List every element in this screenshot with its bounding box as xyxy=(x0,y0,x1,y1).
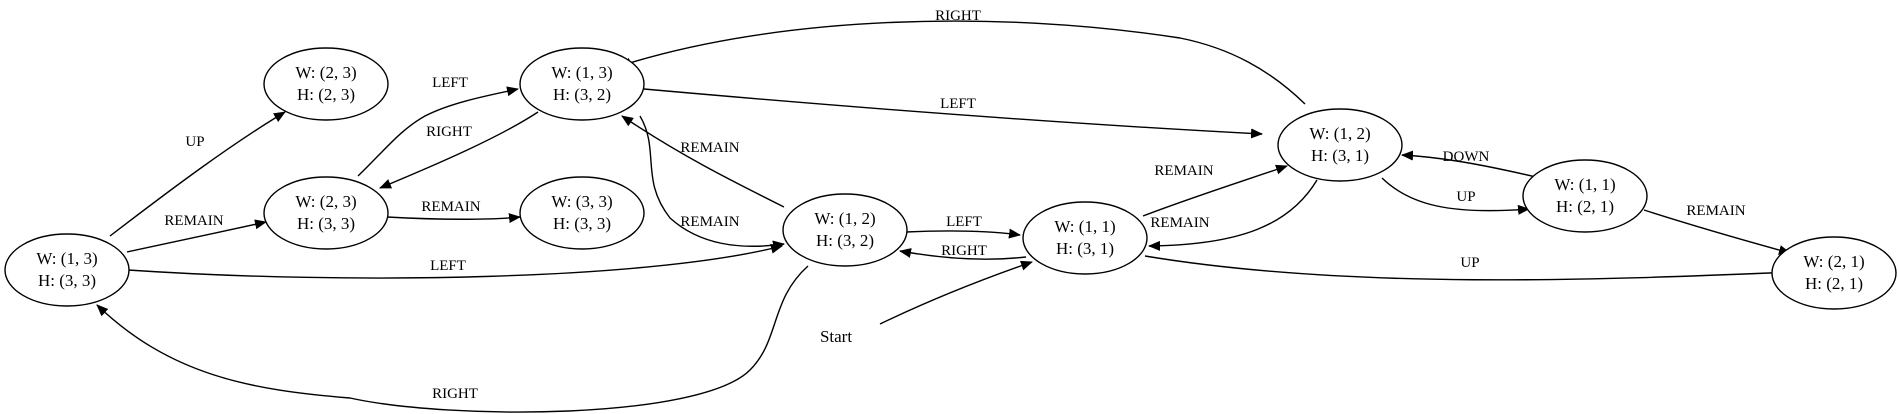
edge-label: LEFT xyxy=(430,258,466,274)
edge-w11h21-to-w21h21-remain: REMAIN xyxy=(1643,203,1791,255)
node-w33-h33[interactable]: W: (3, 3) H: (3, 3) xyxy=(519,176,645,250)
edge-w23h33-to-w33h33-remain: REMAIN xyxy=(386,199,521,224)
edge-w23h33-to-w13h32-left: LEFT xyxy=(357,75,519,177)
node-label-line-2: H: (3, 1) xyxy=(1056,239,1114,258)
edge-label: REMAIN xyxy=(680,140,739,156)
edge-w13h33-to-w23h23-up: UP xyxy=(109,111,286,237)
edge-w13h33-to-w23h33-remain: REMAIN xyxy=(126,213,267,253)
node-label-line-1: W: (1, 2) xyxy=(1309,124,1370,143)
edge-w13h33-to-w12h32-left: LEFT xyxy=(127,243,783,279)
node-label-line-2: H: (3, 3) xyxy=(297,214,355,233)
edge-w12h32-to-w11h31-left: LEFT xyxy=(905,214,1021,239)
edge-w13h32-to-w23h33-right: RIGHT xyxy=(379,111,539,189)
edge-w12h31-to-w13h32-right: RIGHT xyxy=(619,8,1306,105)
node-w11-h21[interactable]: W: (1, 1) H: (2, 1) xyxy=(1522,159,1648,233)
edge-label: REMAIN xyxy=(1154,163,1213,179)
node-label-line-1: W: (1, 3) xyxy=(36,249,97,268)
node-label-line-1: W: (1, 2) xyxy=(814,209,875,228)
edge-label: RIGHT xyxy=(941,243,987,259)
edge-label: UP xyxy=(1460,255,1479,271)
edge-label: LEFT xyxy=(432,75,468,91)
node-label-line-1: W: (1, 3) xyxy=(551,63,612,82)
node-w21-h21[interactable]: W: (2, 1) H: (2, 1) xyxy=(1771,236,1897,310)
edge-label: UP xyxy=(185,134,204,150)
node-label-line-1: W: (2, 1) xyxy=(1803,252,1864,271)
edge-label: REMAIN xyxy=(421,199,480,215)
node-w12-h32[interactable]: W: (1, 2) H: (3, 2) xyxy=(782,193,908,267)
node-label-line-2: H: (3, 3) xyxy=(553,214,611,233)
node-w11-h31[interactable]: W: (1, 1) H: (3, 1) xyxy=(1022,201,1148,275)
node-label-line-2: H: (3, 2) xyxy=(816,231,874,250)
node-w23-h33[interactable]: W: (2, 3) H: (3, 3) xyxy=(263,176,389,250)
nodes: W: (1, 3) H: (3, 3) W: (2, 3) H: (2, 3) … xyxy=(4,47,1897,310)
edge-w11h21-to-w12h31-down: DOWN xyxy=(1401,149,1537,178)
node-label-line-2: H: (3, 3) xyxy=(38,271,96,290)
edge-label: REMAIN xyxy=(680,214,739,230)
node-w13-h33[interactable]: W: (1, 3) H: (3, 3) xyxy=(4,233,130,307)
edge-w12h32-to-w13h33-right: RIGHT xyxy=(96,265,809,413)
node-label-line-2: H: (3, 2) xyxy=(553,85,611,104)
node-label-line-1: W: (1, 1) xyxy=(1554,175,1615,194)
node-label-line-1: W: (2, 3) xyxy=(295,63,356,82)
edge-label: REMAIN xyxy=(1686,203,1745,219)
node-w12-h31[interactable]: W: (1, 2) H: (3, 1) xyxy=(1277,108,1403,182)
node-label-line-1: W: (3, 3) xyxy=(551,192,612,211)
edge-label: DOWN xyxy=(1443,149,1490,165)
node-label-line-2: H: (2, 3) xyxy=(297,85,355,104)
node-label-line-1: W: (2, 3) xyxy=(295,192,356,211)
start-label: Start xyxy=(820,327,852,346)
edge-w11h31-to-w12h32-right: RIGHT xyxy=(899,243,1027,260)
edge-w11h31-to-w12h31-remain: REMAIN xyxy=(1142,163,1288,217)
node-label-line-2: H: (2, 1) xyxy=(1556,197,1614,216)
edge-label: LEFT xyxy=(946,214,982,230)
edge-w12h31-to-w11h31-remain: REMAIN xyxy=(1148,179,1318,251)
edge-w12h32-to-w13h32-remain: REMAIN xyxy=(621,115,785,208)
edge-label: REMAIN xyxy=(1150,215,1209,231)
edges: UP REMAIN LEFT LEFT RIGHT REMAIN LEFT R xyxy=(96,8,1795,413)
edge-label: RIGHT xyxy=(432,386,478,402)
edge-label: RIGHT xyxy=(935,8,981,24)
edge-w12h31-to-w11h21-up: UP xyxy=(1381,177,1530,215)
edge-w13h32-to-w12h31-left: LEFT xyxy=(643,88,1263,139)
edge-w11h31-to-w21h21-up: UP xyxy=(1144,255,1795,281)
edge-label: LEFT xyxy=(940,96,976,112)
edge-label: REMAIN xyxy=(164,213,223,229)
node-w13-h32[interactable]: W: (1, 3) H: (3, 2) xyxy=(519,47,645,121)
node-w23-h23[interactable]: W: (2, 3) H: (2, 3) xyxy=(263,47,389,121)
edge-label: RIGHT xyxy=(426,124,472,140)
edge-start-to-w11h31 xyxy=(879,260,1033,325)
edge-label: UP xyxy=(1456,189,1475,205)
node-label-line-2: H: (3, 1) xyxy=(1311,146,1369,165)
edge-w13h32-to-w12h32-remain: REMAIN xyxy=(639,115,785,251)
node-label-line-2: H: (2, 1) xyxy=(1805,274,1863,293)
node-label-line-1: W: (1, 1) xyxy=(1054,217,1115,236)
